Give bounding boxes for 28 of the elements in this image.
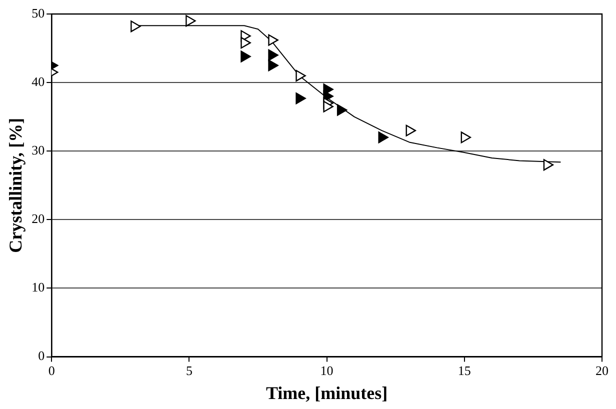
x-tick-label: 15 xyxy=(458,363,471,378)
x-tick-label: 20 xyxy=(596,363,608,378)
y-tick-label: 20 xyxy=(32,211,45,226)
x-axis-title: Time, [minutes] xyxy=(266,382,388,403)
point xyxy=(240,50,251,62)
point xyxy=(268,60,278,72)
point xyxy=(186,15,196,27)
point xyxy=(296,92,306,104)
point xyxy=(268,49,278,61)
point xyxy=(268,34,278,46)
y-tick-label: 50 xyxy=(32,5,45,20)
point xyxy=(336,104,348,116)
point xyxy=(240,37,251,49)
x-tick-label: 10 xyxy=(320,363,334,378)
y-axis-title: Crystallinity, [%] xyxy=(5,118,26,253)
y-tick-label: 0 xyxy=(38,348,45,364)
point xyxy=(296,70,306,82)
x-tick-label: 0 xyxy=(48,363,55,378)
point xyxy=(406,124,416,136)
point xyxy=(378,132,388,144)
y-tick-label: 30 xyxy=(32,142,45,158)
y-tick-label: 40 xyxy=(32,74,45,89)
y-tick-label: 10 xyxy=(32,280,45,295)
point xyxy=(323,100,334,112)
point xyxy=(460,132,471,144)
point xyxy=(130,20,141,32)
x-tick-label: 5 xyxy=(186,363,192,378)
point xyxy=(543,159,554,171)
